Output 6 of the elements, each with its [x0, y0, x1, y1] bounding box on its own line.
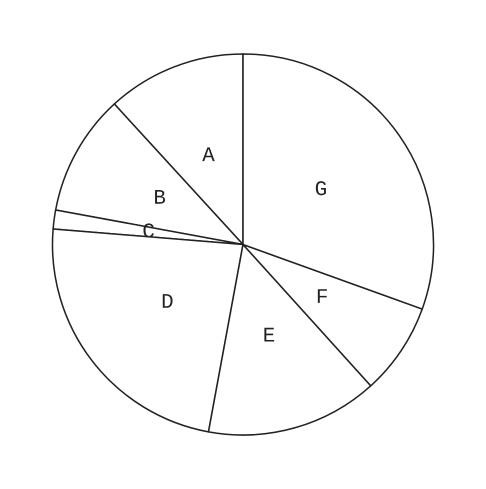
slice-label: B [155, 190, 166, 204]
slice-label: A [202, 147, 215, 162]
slice-label: E [264, 328, 274, 342]
slice-label: D [162, 294, 173, 308]
slice-label: F [318, 289, 327, 303]
slice-label: G [316, 181, 326, 196]
